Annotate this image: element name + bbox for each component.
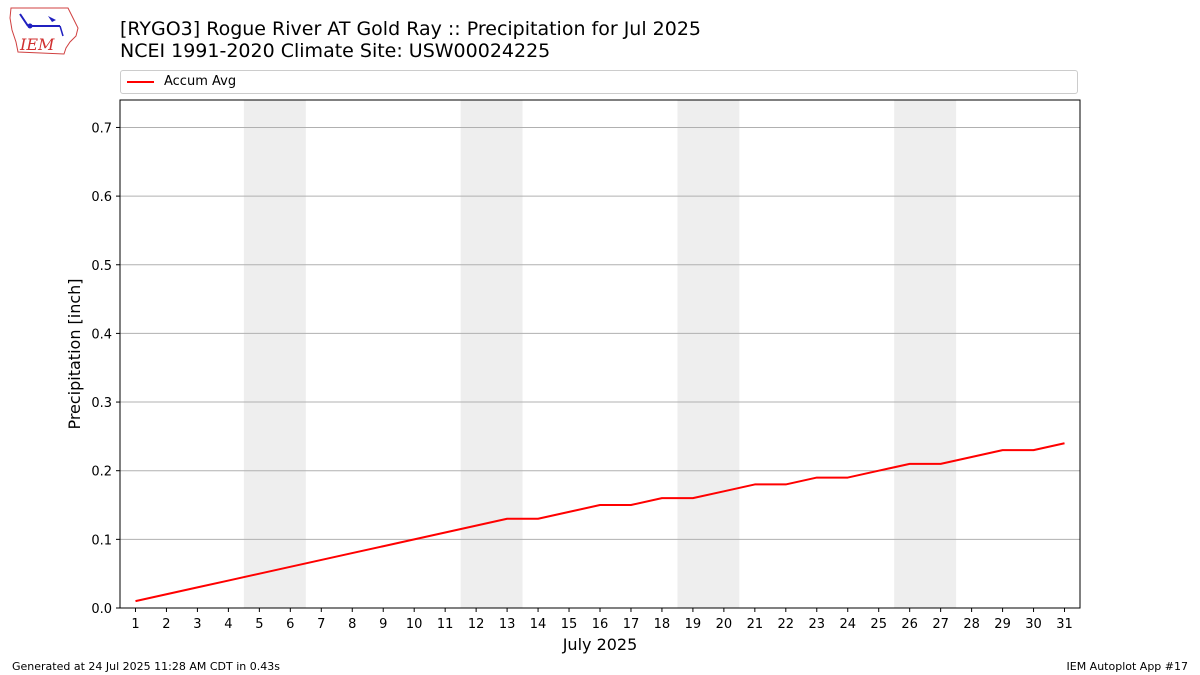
- x-tick-label: 22: [778, 617, 795, 632]
- x-tick-label: 4: [224, 617, 232, 632]
- x-tick-label: 11: [437, 617, 454, 632]
- y-tick-label: 0.2: [91, 465, 112, 480]
- x-tick-label: 17: [623, 617, 640, 632]
- iowa-outline: [9, 7, 79, 55]
- weekend-band: [243, 100, 306, 608]
- x-tick-label: 13: [499, 617, 516, 632]
- x-tick-label: 8: [348, 617, 356, 632]
- series-line-accum-avg: [135, 442, 1065, 603]
- legend: Accum Avg: [120, 70, 1078, 94]
- x-tick-label: 6: [286, 617, 294, 632]
- plot-frame: [119, 99, 1081, 609]
- y-tick-label: 0.5: [91, 259, 112, 274]
- x-tick-label: 21: [747, 617, 764, 632]
- x-tick-label: 28: [963, 617, 980, 632]
- weekend-band: [460, 100, 523, 608]
- x-tick-label: 24: [839, 617, 856, 632]
- generated-timestamp: Generated at 24 Jul 2025 11:28 AM CDT in…: [12, 660, 280, 673]
- x-tick-label: 18: [654, 617, 671, 632]
- x-tick-label: 12: [468, 617, 485, 632]
- x-tick-label: 2: [162, 617, 170, 632]
- y-tick-label: 0.6: [91, 190, 112, 205]
- chart-title: [RYGO3] Rogue River AT Gold Ray :: Preci…: [120, 18, 702, 40]
- y-tick-label: 0.0: [91, 602, 112, 617]
- x-tick-label: 25: [870, 617, 887, 632]
- x-tick-label: 10: [406, 617, 423, 632]
- y-tick-label: 0.3: [91, 396, 112, 411]
- x-tick-label: 15: [561, 617, 578, 632]
- x-tick-label: 16: [592, 617, 609, 632]
- y-axis-label: Precipitation [inch]: [65, 278, 84, 429]
- y-tick-label: 0.7: [91, 121, 112, 136]
- legend-line-swatch: [127, 81, 154, 83]
- x-tick-label: 29: [994, 617, 1011, 632]
- logo-text: IEM: [19, 35, 55, 54]
- legend-label: Accum Avg: [164, 74, 237, 89]
- x-tick-label: 27: [932, 617, 949, 632]
- x-tick-label: 9: [379, 617, 387, 632]
- x-tick-label: 20: [716, 617, 733, 632]
- x-tick-label: 5: [255, 617, 263, 632]
- x-tick-label: 1: [131, 617, 139, 632]
- chart-subtitle: NCEI 1991-2020 Climate Site: USW00024225: [120, 40, 551, 62]
- x-tick-label: 3: [193, 617, 201, 632]
- y-tick-label: 0.4: [91, 327, 112, 342]
- x-tick-label: 30: [1025, 617, 1042, 632]
- app-credit: IEM Autoplot App #17: [1066, 660, 1189, 673]
- x-axis-label: July 2025: [562, 635, 638, 654]
- x-tick-label: 26: [901, 617, 918, 632]
- weekend-band: [677, 100, 740, 608]
- x-tick-label: 31: [1056, 617, 1073, 632]
- x-tick-label: 19: [685, 617, 702, 632]
- iem-logo: IEM: [9, 7, 79, 55]
- y-tick-label: 0.1: [91, 533, 112, 548]
- x-tick-label: 14: [530, 617, 547, 632]
- x-tick-label: 7: [317, 617, 325, 632]
- weekend-band: [894, 100, 957, 608]
- x-tick-label: 23: [809, 617, 826, 632]
